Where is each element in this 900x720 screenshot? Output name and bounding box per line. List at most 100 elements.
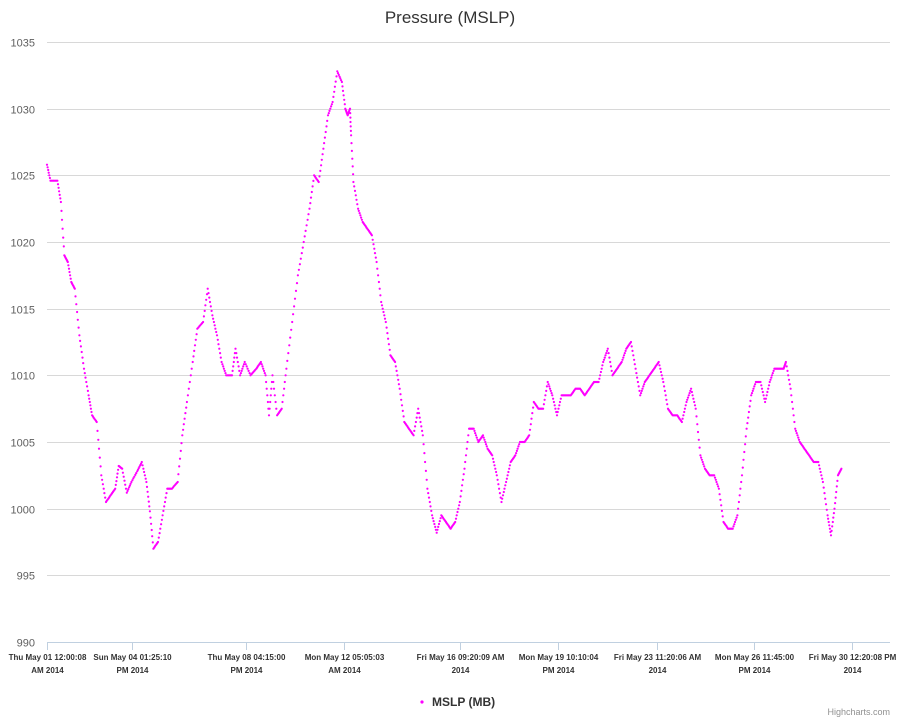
- data-point[interactable]: [60, 218, 64, 221]
- data-point[interactable]: [269, 400, 272, 404]
- data-point[interactable]: [437, 522, 441, 526]
- data-point[interactable]: [496, 478, 499, 481]
- data-point[interactable]: [320, 164, 323, 167]
- data-point[interactable]: [761, 390, 764, 394]
- data-point[interactable]: [310, 190, 313, 194]
- data-point[interactable]: [304, 229, 307, 232]
- data-point[interactable]: [500, 500, 503, 504]
- data-point[interactable]: [493, 464, 496, 467]
- data-point[interactable]: [630, 345, 633, 348]
- data-point[interactable]: [292, 313, 295, 316]
- data-point[interactable]: [77, 326, 80, 329]
- data-point[interactable]: [323, 142, 326, 145]
- data-point[interactable]: [497, 483, 500, 486]
- data-point[interactable]: [212, 320, 215, 324]
- data-point[interactable]: [134, 473, 137, 476]
- data-point[interactable]: [122, 475, 125, 478]
- data-point[interactable]: [124, 487, 128, 490]
- data-point[interactable]: [324, 130, 327, 134]
- data-point[interactable]: [701, 460, 704, 464]
- data-point[interactable]: [751, 389, 754, 392]
- data-point[interactable]: [434, 525, 437, 529]
- data-point[interactable]: [75, 303, 78, 306]
- data-point[interactable]: [543, 398, 546, 401]
- data-point[interactable]: [215, 330, 218, 334]
- data-point[interactable]: [425, 478, 428, 481]
- legend-label-mslp[interactable]: MSLP (MB): [432, 695, 495, 709]
- data-point[interactable]: [820, 474, 823, 477]
- data-point[interactable]: [156, 540, 160, 544]
- data-point[interactable]: [143, 470, 146, 474]
- data-point[interactable]: [505, 480, 508, 484]
- data-point[interactable]: [831, 520, 834, 524]
- data-point[interactable]: [211, 314, 214, 317]
- data-point[interactable]: [350, 142, 353, 145]
- data-point[interactable]: [717, 487, 721, 490]
- data-point[interactable]: [746, 422, 749, 425]
- data-point[interactable]: [272, 380, 275, 384]
- data-point[interactable]: [828, 527, 832, 530]
- data-point[interactable]: [767, 384, 771, 387]
- data-point[interactable]: [76, 310, 79, 314]
- data-point[interactable]: [280, 407, 283, 410]
- data-point[interactable]: [238, 369, 241, 372]
- data-point[interactable]: [699, 454, 702, 457]
- data-point[interactable]: [332, 95, 335, 98]
- data-point[interactable]: [96, 429, 99, 432]
- data-point[interactable]: [145, 480, 148, 484]
- data-point[interactable]: [124, 483, 127, 486]
- data-point[interactable]: [484, 443, 488, 446]
- data-point[interactable]: [309, 196, 313, 199]
- data-point[interactable]: [622, 354, 626, 357]
- data-point[interactable]: [752, 387, 755, 390]
- data-point[interactable]: [352, 180, 355, 184]
- data-point[interactable]: [401, 409, 404, 412]
- data-point[interactable]: [482, 436, 485, 439]
- data-point[interactable]: [413, 429, 416, 432]
- data-point[interactable]: [481, 434, 485, 437]
- data-point[interactable]: [784, 360, 788, 364]
- data-point[interactable]: [430, 509, 433, 512]
- data-point[interactable]: [377, 274, 380, 277]
- data-point[interactable]: [515, 452, 518, 455]
- data-point[interactable]: [190, 367, 193, 370]
- data-point[interactable]: [598, 377, 601, 380]
- data-point[interactable]: [157, 536, 160, 539]
- data-point[interactable]: [421, 434, 424, 437]
- data-point[interactable]: [768, 380, 771, 384]
- data-point[interactable]: [212, 317, 215, 320]
- data-point[interactable]: [308, 207, 311, 210]
- data-point[interactable]: [764, 397, 768, 400]
- data-point[interactable]: [688, 392, 691, 395]
- data-point[interactable]: [127, 488, 130, 491]
- data-point[interactable]: [530, 417, 533, 420]
- data-point[interactable]: [557, 407, 560, 410]
- data-point[interactable]: [623, 352, 626, 355]
- data-point[interactable]: [62, 236, 65, 239]
- data-point[interactable]: [349, 129, 352, 132]
- data-point[interactable]: [463, 467, 466, 470]
- data-point[interactable]: [234, 347, 237, 350]
- data-point[interactable]: [824, 503, 828, 506]
- data-point[interactable]: [218, 347, 221, 350]
- data-point[interactable]: [824, 497, 827, 500]
- data-point[interactable]: [387, 343, 390, 346]
- data-point[interactable]: [213, 324, 216, 327]
- data-point[interactable]: [235, 356, 239, 359]
- data-point[interactable]: [434, 528, 437, 531]
- data-point[interactable]: [208, 296, 211, 299]
- data-point[interactable]: [552, 397, 555, 400]
- data-point[interactable]: [659, 367, 662, 370]
- data-point[interactable]: [424, 469, 427, 472]
- data-point[interactable]: [377, 280, 380, 284]
- data-point[interactable]: [151, 541, 154, 544]
- data-point[interactable]: [270, 387, 273, 390]
- data-point[interactable]: [461, 478, 464, 481]
- data-point[interactable]: [388, 348, 391, 351]
- data-point[interactable]: [60, 209, 63, 212]
- data-point[interactable]: [336, 72, 340, 75]
- data-point[interactable]: [400, 398, 403, 401]
- data-point[interactable]: [114, 487, 117, 490]
- data-point[interactable]: [87, 394, 90, 397]
- data-point[interactable]: [418, 416, 421, 419]
